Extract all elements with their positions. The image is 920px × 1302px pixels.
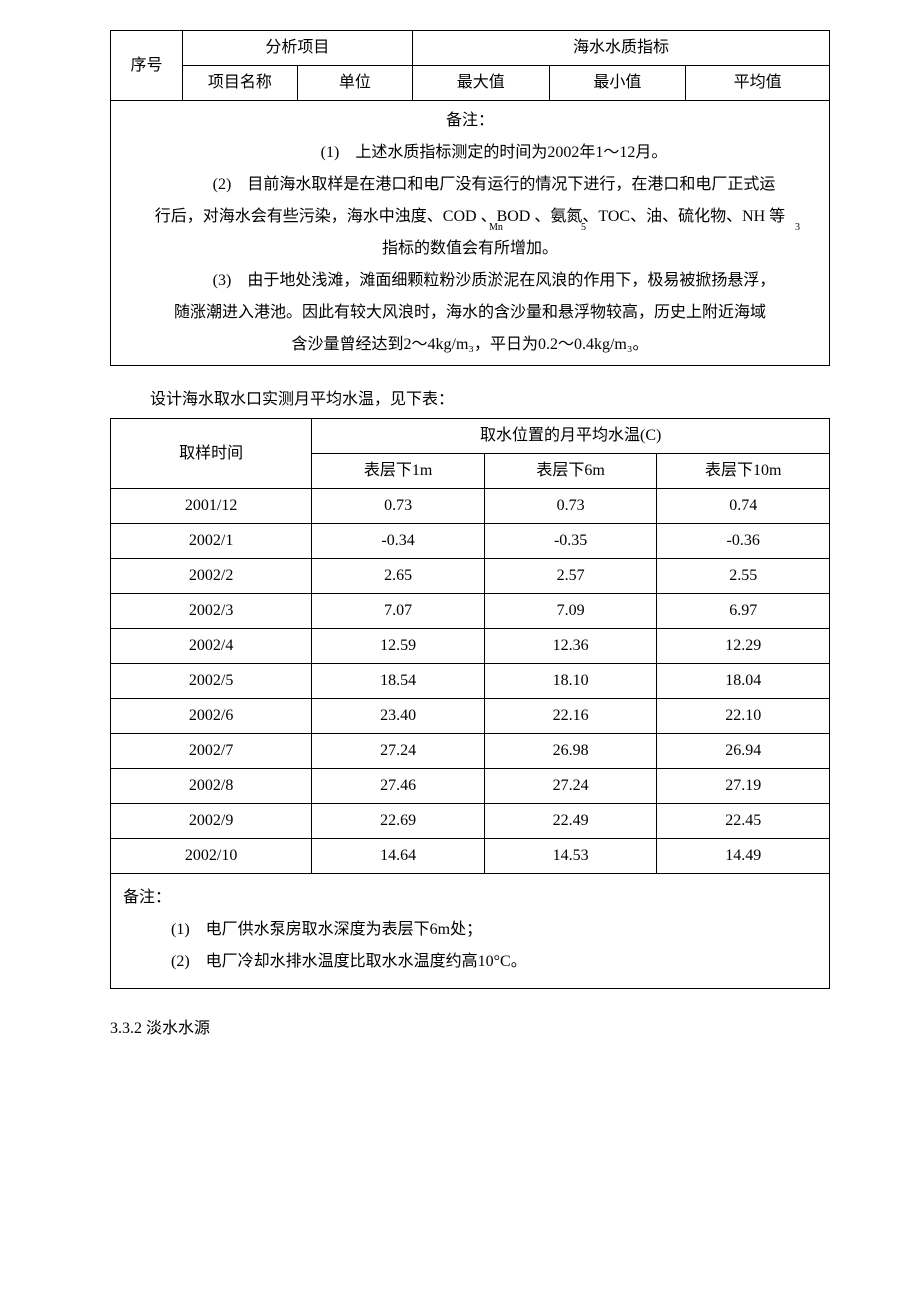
remarks2-title: 备注： — [123, 889, 171, 906]
col-d6: 表层下6m — [484, 454, 657, 489]
cell-d10: -0.36 — [657, 524, 830, 559]
col-avg: 平均值 — [686, 66, 830, 101]
table-row: 2002/827.4627.2427.19 — [111, 769, 830, 804]
cell-d1: 0.73 — [312, 489, 485, 524]
cell-t: 2002/1 — [111, 524, 312, 559]
cell-d6: 27.24 — [484, 769, 657, 804]
cell-d1: -0.34 — [312, 524, 485, 559]
water-temperature-table: 取样时间 取水位置的月平均水温(C) 表层下1m 表层下6m 表层下10m 20… — [110, 418, 830, 874]
table-row: 2002/727.2426.9826.94 — [111, 734, 830, 769]
remarks1-p2a: (2) 目前海水取样是在港口和电厂没有运行的情况下进行，在港口和电厂正式运 — [119, 169, 821, 201]
col-item-name: 项目名称 — [182, 66, 297, 101]
cell-t: 2002/9 — [111, 804, 312, 839]
cell-t: 2002/2 — [111, 559, 312, 594]
group-quality: 海水水质指标 — [412, 31, 829, 66]
cell-t: 2002/3 — [111, 594, 312, 629]
table-row: 序号 分析项目 海水水质指标 — [111, 31, 830, 66]
cell-d6: 26.98 — [484, 734, 657, 769]
cell-d6: 7.09 — [484, 594, 657, 629]
remarks2-p1: (1) 电厂供水泵房取水深度为表层下6m处； — [123, 914, 817, 946]
remarks2-p2: (2) 电厂冷却水排水温度比取水水温度约高10°C。 — [123, 946, 817, 978]
cell-d6: 18.10 — [484, 664, 657, 699]
cell-d6: -0.35 — [484, 524, 657, 559]
remarks2-box: 备注： (1) 电厂供水泵房取水深度为表层下6m处； (2) 电厂冷却水排水温度… — [110, 874, 830, 989]
cell-d10: 0.74 — [657, 489, 830, 524]
cell-t: 2001/12 — [111, 489, 312, 524]
cell-d10: 26.94 — [657, 734, 830, 769]
cell-d6: 22.49 — [484, 804, 657, 839]
remarks1-cell: 备注： (1) 上述水质指标测定的时间为2002年1～12月。 (2) 目前海水… — [111, 101, 830, 366]
col-min: 最小值 — [549, 66, 686, 101]
cell-d1: 7.07 — [312, 594, 485, 629]
cell-t: 2002/6 — [111, 699, 312, 734]
table-row: 2002/412.5912.3612.29 — [111, 629, 830, 664]
cell-d10: 6.97 — [657, 594, 830, 629]
remarks1-p3a: (3) 由于地处浅滩，滩面细颗粒粉沙质淤泥在风浪的作用下，极易被掀扬悬浮， — [119, 265, 821, 297]
cell-d10: 2.55 — [657, 559, 830, 594]
seawater-quality-header-table: 序号 分析项目 海水水质指标 项目名称 单位 最大值 最小值 平均值 备注： (… — [110, 30, 830, 366]
cell-t: 2002/4 — [111, 629, 312, 664]
cell-d10: 14.49 — [657, 839, 830, 874]
col-d10: 表层下10m — [657, 454, 830, 489]
cell-d10: 22.45 — [657, 804, 830, 839]
cell-d6: 2.57 — [484, 559, 657, 594]
cell-d10: 27.19 — [657, 769, 830, 804]
cell-t: 2002/10 — [111, 839, 312, 874]
table-row: 项目名称 单位 最大值 最小值 平均值 — [111, 66, 830, 101]
cell-d10: 18.04 — [657, 664, 830, 699]
table-row: 2001/120.730.730.74 — [111, 489, 830, 524]
table-row: 取样时间 取水位置的月平均水温(C) — [111, 419, 830, 454]
table-row: 2002/623.4022.1622.10 — [111, 699, 830, 734]
cell-d1: 22.69 — [312, 804, 485, 839]
remarks1-p3b: 随涨潮进入港池。因此有较大风浪时，海水的含沙量和悬浮物较高，历史上附近海域 — [174, 304, 766, 321]
remarks1-p2b: 行后，对海水会有些污染，海水中浊度、COD 、BOD 、氨氮、TOC、油、硫化物… — [155, 208, 785, 225]
section-heading: 3.3.2 淡水水源 — [110, 1017, 830, 1041]
table-row: 2002/1014.6414.5314.49 — [111, 839, 830, 874]
table-row: 2002/922.6922.4922.45 — [111, 804, 830, 839]
remarks1-title: 备注： — [446, 112, 494, 129]
cell-d10: 12.29 — [657, 629, 830, 664]
table-row: 2002/518.5418.1018.04 — [111, 664, 830, 699]
cell-d6: 12.36 — [484, 629, 657, 664]
table-row: 2002/37.077.096.97 — [111, 594, 830, 629]
cell-d1: 14.64 — [312, 839, 485, 874]
cell-d1: 27.24 — [312, 734, 485, 769]
cell-t: 2002/5 — [111, 664, 312, 699]
intro-line-2: 设计海水取水口实测月平均水温，见下表： — [110, 388, 830, 412]
cell-d6: 14.53 — [484, 839, 657, 874]
remarks-row: 备注： (1) 上述水质指标测定的时间为2002年1～12月。 (2) 目前海水… — [111, 101, 830, 366]
table-row: 2002/1-0.34-0.35-0.36 — [111, 524, 830, 559]
remarks1-p1: (1) 上述水质指标测定的时间为2002年1～12月。 — [119, 137, 821, 169]
cell-d1: 2.65 — [312, 559, 485, 594]
cell-d1: 18.54 — [312, 664, 485, 699]
cell-d6: 0.73 — [484, 489, 657, 524]
remarks1-p2c: 指标的数值会有所增加。 — [382, 240, 558, 257]
cell-d6: 22.16 — [484, 699, 657, 734]
col-d1: 表层下1m — [312, 454, 485, 489]
cell-d1: 12.59 — [312, 629, 485, 664]
sub-3: 3 — [795, 223, 800, 233]
table-row: 2002/22.652.572.55 — [111, 559, 830, 594]
col-max: 最大值 — [412, 66, 549, 101]
cell-d1: 23.40 — [312, 699, 485, 734]
remarks1-p3c: 含沙量曾经达到2～4kg/m₃，平日为0.2～0.4kg/m₃。 — [292, 336, 649, 353]
group-temp: 取水位置的月平均水温(C) — [312, 419, 830, 454]
sub-5: 5 — [581, 223, 586, 233]
col-time: 取样时间 — [111, 419, 312, 489]
cell-d10: 22.10 — [657, 699, 830, 734]
cell-t: 2002/8 — [111, 769, 312, 804]
group-analysis: 分析项目 — [182, 31, 412, 66]
col-seq: 序号 — [111, 31, 183, 101]
col-unit: 单位 — [297, 66, 412, 101]
sub-mn: Mn — [489, 223, 503, 233]
cell-t: 2002/7 — [111, 734, 312, 769]
cell-d1: 27.46 — [312, 769, 485, 804]
